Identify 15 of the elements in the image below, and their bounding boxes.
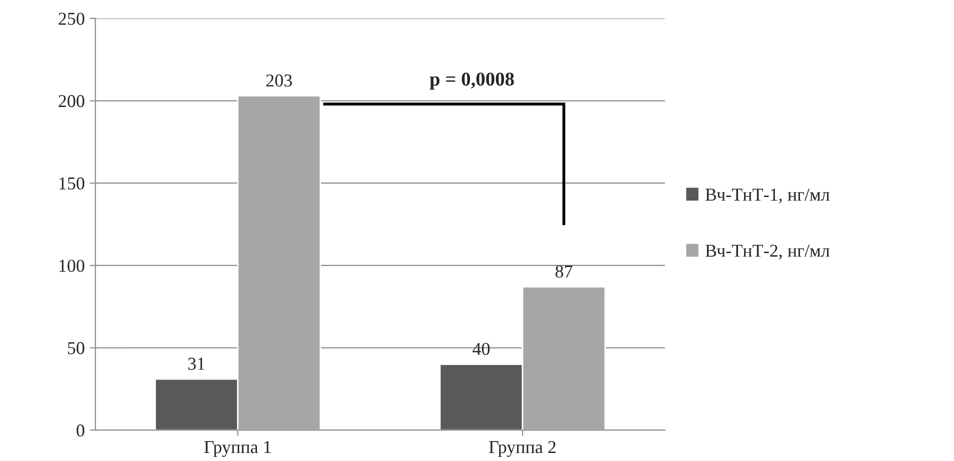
data-label: 40 — [472, 342, 490, 356]
y-tick-label: 100 — [59, 260, 84, 272]
y-tick-label: 50 — [68, 342, 84, 354]
y-tick-label: 250 — [58, 12, 84, 25]
data-label: 31 — [188, 358, 204, 370]
x-tick-label: Группа 2 — [489, 441, 556, 457]
legend-label: Вч-ТнТ-1, нг/мл — [705, 188, 830, 204]
y-tick-label: 150 — [59, 177, 84, 190]
legend-label: Вч-ТнТ-2, нг/мл — [705, 244, 830, 260]
y-tick-label: 200 — [58, 95, 84, 108]
data-label: 87 — [556, 265, 572, 278]
annotation: p = 0,0008 — [430, 72, 514, 90]
data-label: 203 — [266, 74, 292, 87]
x-tick-label: Группа 1 — [204, 441, 271, 457]
y-tick-label: 0 — [76, 424, 84, 437]
